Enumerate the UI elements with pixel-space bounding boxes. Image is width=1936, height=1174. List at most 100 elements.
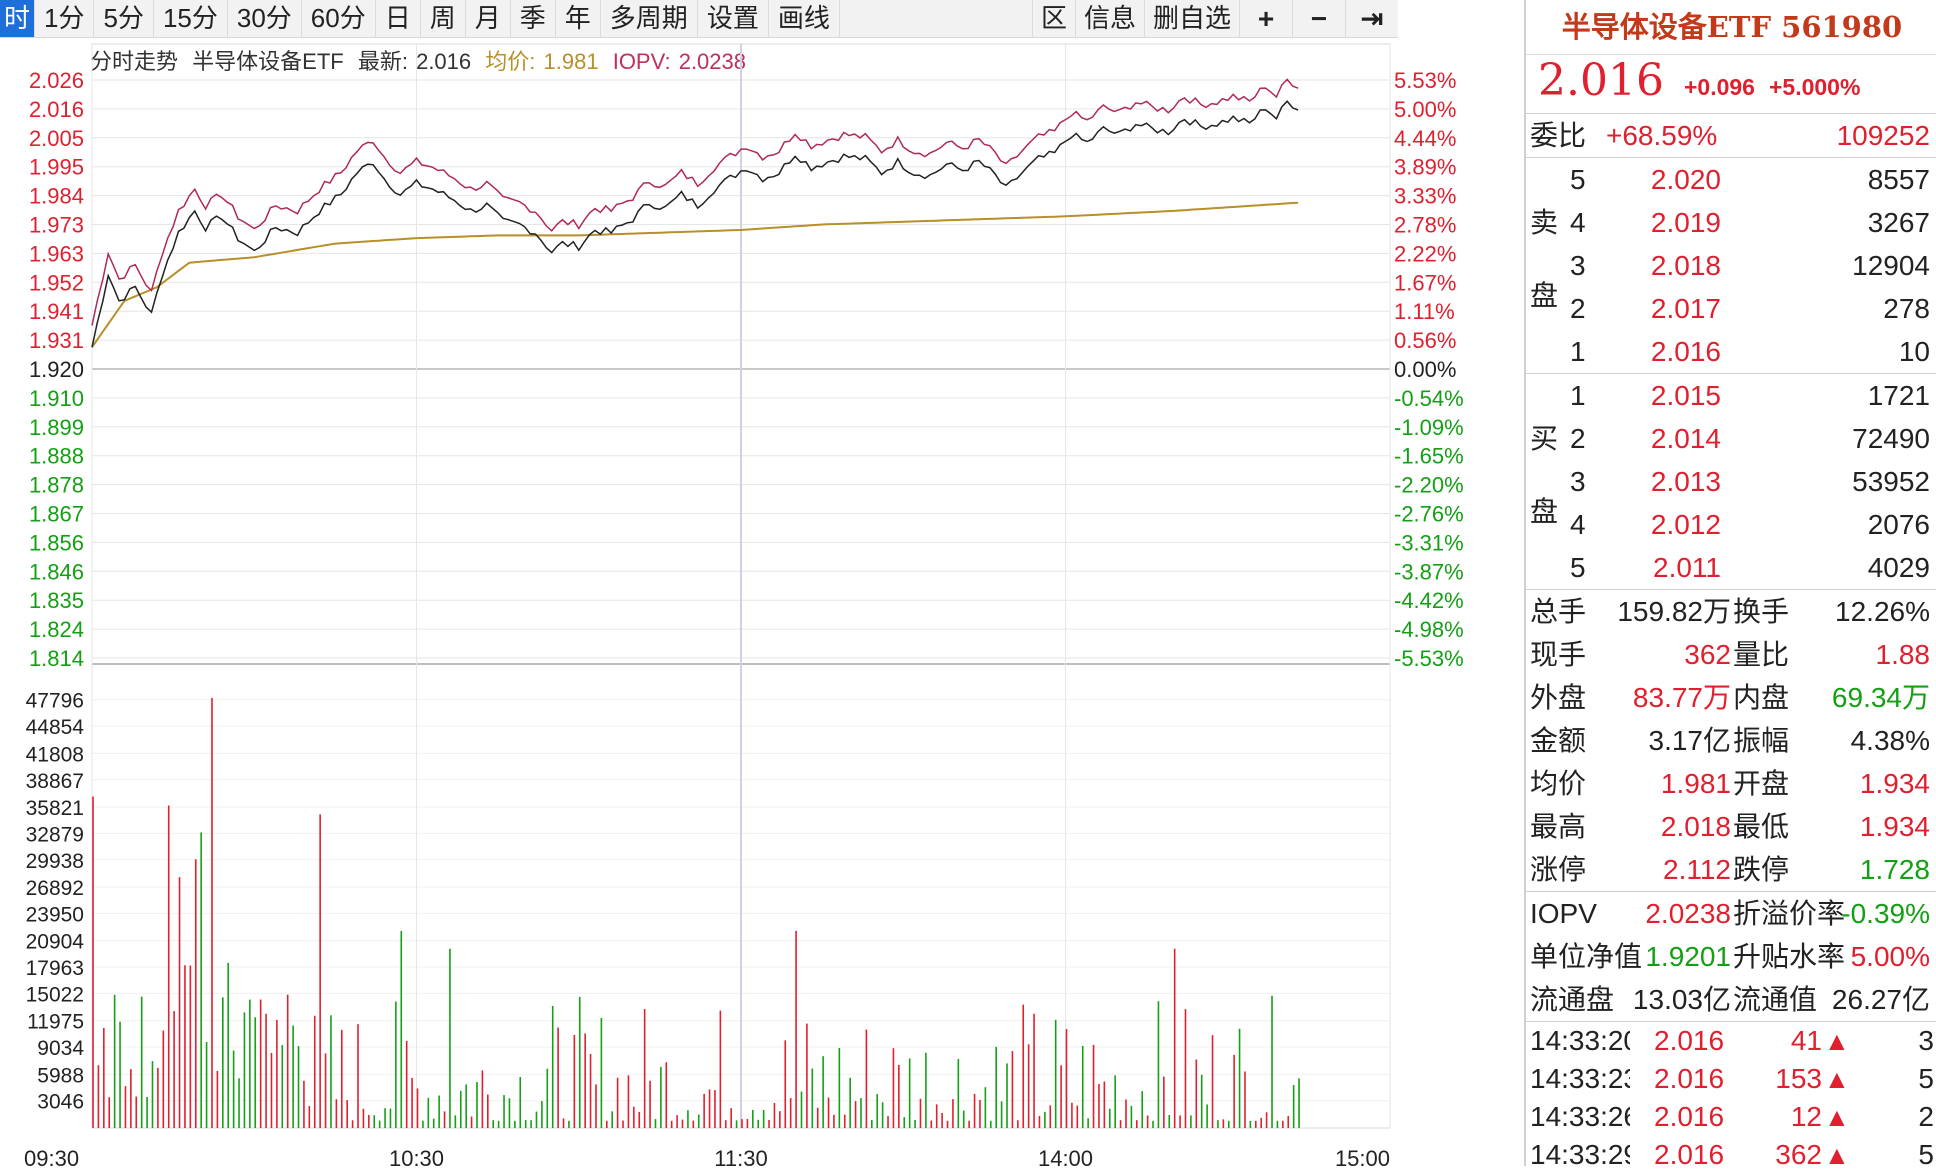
period-tab-6[interactable]: 日	[376, 0, 421, 37]
stat-value: 1.934	[1859, 811, 1930, 842]
period-toolbar: 时 1分 5分 15分 30分 60分日周月季年多周期 设置 画线 区信息 删自选 + − ⇥	[0, 0, 1398, 38]
period-tab-13[interactable]: 画线	[769, 0, 840, 37]
expand-right-icon[interactable]: ⇥	[1345, 0, 1398, 37]
period-tab-8[interactable]: 月	[466, 0, 511, 37]
level-volume: 3267	[1867, 207, 1930, 238]
level-volume: 12904	[1852, 250, 1930, 281]
level-price: 2.013	[1650, 466, 1721, 497]
volume-tick-label: 38867	[26, 770, 84, 793]
etf-stats-table: IOPV 2.0238 折溢价率 -0.39% 单位净值 1.9201 升贴水率 5.00% 流…	[1526, 892, 1936, 1022]
pct-tick-label: -4.42%	[1394, 588, 1464, 613]
trade-price: 2.016	[1654, 1063, 1725, 1094]
price-tick-label: 1.835	[29, 588, 84, 613]
level-number: 3	[1570, 250, 1586, 281]
toolbar-button-0[interactable]: 区	[1031, 0, 1075, 37]
sell-orderbook: 5 2.020 8557 4 2.019 3267 3 2.018 12904 2 2.017 278…	[1526, 158, 1936, 374]
price-tick-label: 1.824	[29, 617, 84, 642]
level-price: 2.015	[1650, 380, 1721, 411]
average-price-line	[91, 201, 1299, 348]
arrow-up-icon: ▲	[1824, 1064, 1850, 1094]
stat-value: 5.00%	[1850, 941, 1930, 972]
stat-value: 1.934	[1859, 768, 1930, 799]
volume-tick-label: 3046	[37, 1091, 84, 1114]
trade-count: 3	[1918, 1025, 1934, 1056]
volume-tick-label: 26892	[26, 877, 84, 900]
volume-tick-label: 23950	[26, 903, 84, 926]
stat-value: 12.26%	[1835, 596, 1930, 627]
period-tab-4[interactable]: 30分	[228, 0, 302, 37]
stat-label: 现手	[1530, 639, 1587, 670]
level-price: 2.019	[1650, 207, 1721, 238]
stat-row: 外盘 83.77万 内盘 69.34万	[1526, 676, 1936, 719]
period-tab-5[interactable]: 60分	[302, 0, 376, 37]
level-volume: 4029	[1867, 552, 1930, 583]
stat-label: 跌停	[1733, 854, 1790, 885]
price-tick-label: 1.899	[29, 415, 84, 440]
stat-label: 换手	[1733, 596, 1790, 627]
price-tick-label: 1.973	[29, 213, 84, 238]
zoom-out-icon[interactable]: −	[1292, 0, 1345, 37]
intraday-chart[interactable]: 2.026 5.53% 2.016 5.00% 2.005 4.44% 1.995 3.89%…	[0, 37, 1520, 1166]
period-tab-7[interactable]: 周	[421, 0, 466, 37]
price-tick-label: 1.963	[29, 241, 84, 266]
level-number: 1	[1570, 336, 1586, 367]
period-tab-12[interactable]: 设置	[698, 0, 769, 37]
toolbar-button-1[interactable]: 信息	[1074, 0, 1144, 37]
stat-row: 最高 2.018 最低 1.934	[1526, 805, 1936, 848]
security-title: 半导体设备ETF 561980	[1526, 0, 1936, 55]
level-number: 1	[1570, 380, 1586, 411]
level-number: 2	[1570, 423, 1586, 454]
stat-label: 开盘	[1733, 768, 1790, 799]
stat-label: 均价	[1530, 768, 1587, 799]
buys-level-row: 2 2.014 72490	[1526, 417, 1936, 460]
stat-label: 总手	[1530, 596, 1587, 627]
trade-row: 14:33:23 2.016 153 ▲ 5	[1526, 1060, 1936, 1098]
trade-volume: 362	[1775, 1139, 1822, 1170]
time-tick-label: 15:00	[1335, 1146, 1390, 1166]
pct-tick-label: -1.65%	[1394, 444, 1464, 469]
price-block: 2.016 +0.096 +5.000%	[1526, 55, 1936, 114]
buys-level-row: 3 2.013 53952	[1526, 460, 1936, 503]
price-tick-label: 1.995	[29, 155, 84, 180]
stat-label: 量比	[1733, 639, 1790, 670]
avg-label: 均价:	[485, 49, 536, 74]
period-tab-2[interactable]: 5分	[94, 0, 154, 37]
time-tick-label: 11:30	[714, 1146, 767, 1166]
level-price: 2.017	[1650, 293, 1721, 324]
period-tab-9[interactable]: 季	[511, 0, 556, 37]
pct-tick-label: -3.87%	[1394, 559, 1464, 584]
period-tab-3[interactable]: 15分	[154, 0, 228, 37]
stat-value: 2.018	[1660, 811, 1731, 842]
sells-side-label-top: 卖	[1530, 207, 1559, 238]
level-number: 4	[1570, 509, 1586, 540]
period-tab-11[interactable]: 多周期	[601, 0, 698, 37]
trade-count: 5	[1918, 1063, 1934, 1094]
buys-level-row: 1 2.015 1721	[1526, 374, 1936, 417]
zoom-in-icon[interactable]: +	[1239, 0, 1292, 37]
stat-label: 最高	[1530, 811, 1587, 842]
price-tick-label: 1.952	[29, 270, 84, 295]
chart-header: 分时走势 半导体设备ETF 最新: 2.016 均价: 1.981 IOPV: …	[90, 44, 754, 76]
level-price: 2.014	[1650, 423, 1721, 454]
volume-tick-label: 41808	[26, 743, 84, 766]
stat-value: 13.03亿	[1632, 984, 1731, 1015]
period-tab-0[interactable]: 时	[0, 0, 36, 37]
price-tick-label: 1.941	[29, 299, 84, 324]
iopv-line	[91, 78, 1299, 326]
level-volume: 2076	[1867, 509, 1930, 540]
price-tick-label: 1.867	[29, 502, 84, 527]
toolbar-button-2[interactable]: 删自选	[1143, 0, 1239, 37]
buy-orderbook: 1 2.015 1721 2 2.014 72490 3 2.013 53952 4 2.012 20…	[1526, 374, 1936, 590]
price-tick-label: 1.910	[29, 386, 84, 411]
period-tab-10[interactable]: 年	[556, 0, 601, 37]
level-number: 4	[1570, 207, 1586, 238]
trade-row: 14:33:26 2.016 12 ▲ 2	[1526, 1098, 1936, 1136]
pct-tick-label: 1.67%	[1394, 270, 1456, 295]
trade-count: 5	[1918, 1139, 1934, 1170]
stat-value: 1.728	[1859, 854, 1930, 885]
pct-tick-label: 5.53%	[1394, 68, 1456, 93]
period-tab-1[interactable]: 1分	[35, 0, 95, 37]
level-price: 2.020	[1650, 164, 1721, 195]
stat-value: 83.77万	[1632, 682, 1731, 713]
level-number: 2	[1570, 293, 1586, 324]
